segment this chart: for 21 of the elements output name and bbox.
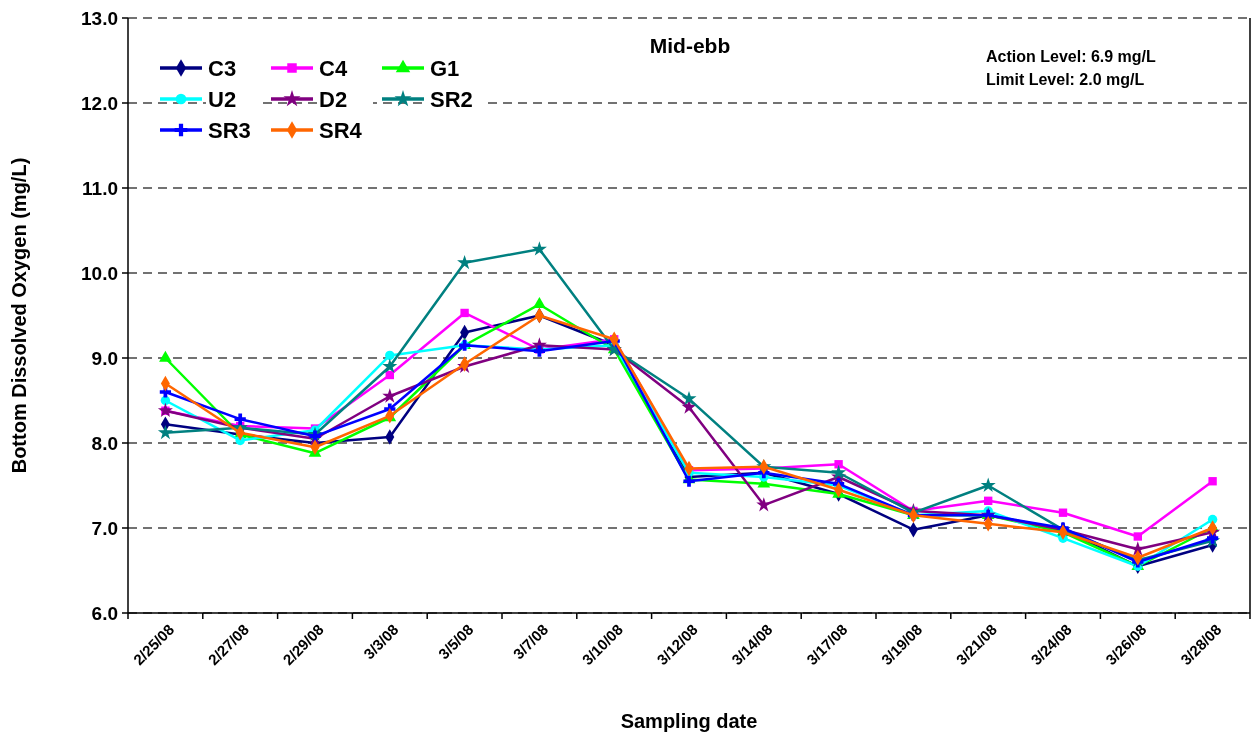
legend-label: G1 <box>430 55 460 81</box>
y-tick-label: 7.0 <box>91 517 118 539</box>
legend-label: D2 <box>319 86 348 112</box>
annotation: Action Level: 6.9 mg/L <box>986 48 1157 65</box>
legend-label: SR2 <box>430 86 473 112</box>
y-tick-label: 8.0 <box>91 432 118 454</box>
y-tick-label: 13.0 <box>81 7 118 29</box>
y-tick-label: 9.0 <box>91 347 118 369</box>
y-tick-label: 6.0 <box>91 602 118 624</box>
legend-label: C4 <box>319 55 348 81</box>
annotation: Limit Level: 2.0 mg/L <box>986 71 1145 88</box>
y-tick-label: 12.0 <box>81 92 118 114</box>
x-axis-title: Sampling date <box>620 710 758 732</box>
legend-label: SR3 <box>208 117 251 143</box>
legend-label: C3 <box>208 55 237 81</box>
text: Mid-ebb <box>649 34 731 57</box>
y-tick-label: 10.0 <box>81 262 118 284</box>
y-axis-title: Bottom Dissolved Oxygen (mg/L) <box>8 157 30 474</box>
legend-label: U2 <box>208 86 237 112</box>
legend-label: SR4 <box>319 117 363 143</box>
y-tick-label: 11.0 <box>82 177 118 199</box>
